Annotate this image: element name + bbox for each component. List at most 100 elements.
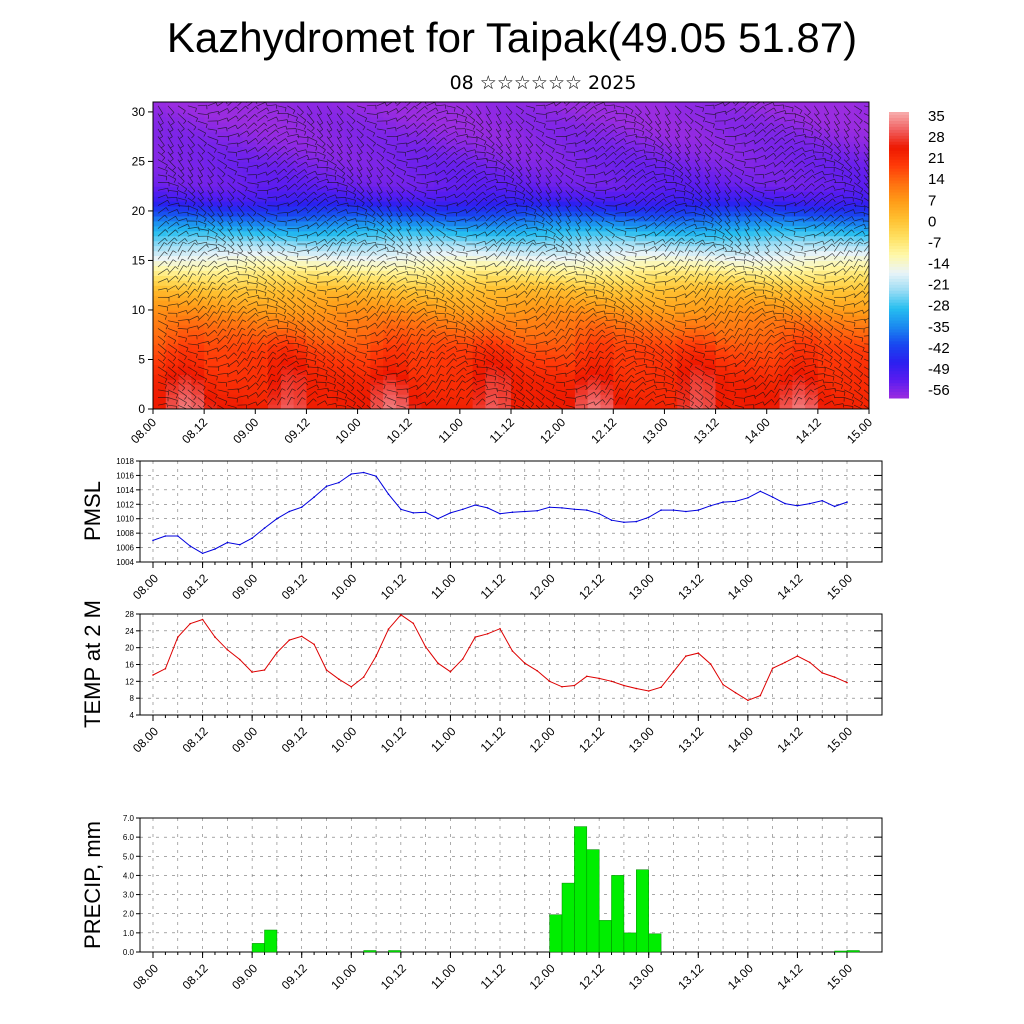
heatmap-cell bbox=[344, 220, 359, 227]
heatmap-cell bbox=[395, 309, 410, 316]
heatmap-cell bbox=[690, 121, 704, 128]
heatmap-cell bbox=[626, 215, 640, 222]
heatmap-cell bbox=[306, 334, 320, 341]
wind-barb bbox=[336, 404, 346, 407]
heatmap-cell bbox=[523, 300, 538, 306]
heatmap-cell bbox=[306, 161, 320, 167]
heatmap-cell bbox=[574, 171, 589, 177]
heatmap-cell bbox=[511, 131, 525, 138]
heatmap-cell bbox=[523, 196, 538, 202]
wind-barb bbox=[167, 358, 176, 366]
heatmap-cell bbox=[651, 220, 666, 227]
heatmap-cell bbox=[395, 191, 410, 197]
wind-barb-flag bbox=[424, 401, 427, 406]
heatmap-cell bbox=[408, 196, 423, 202]
heatmap-cell bbox=[677, 102, 691, 108]
heatmap-cell bbox=[191, 319, 205, 326]
heatmap-cell bbox=[204, 210, 218, 217]
wind-barb bbox=[456, 360, 466, 368]
heatmap-cell bbox=[523, 106, 538, 113]
wind-barb-flag bbox=[410, 327, 415, 331]
heatmap-cell bbox=[204, 260, 218, 266]
heatmap-cell bbox=[523, 146, 538, 153]
heatmap-cell bbox=[664, 250, 678, 257]
wind-barb bbox=[446, 379, 452, 390]
heatmap-cell bbox=[549, 354, 563, 361]
heatmap-cell bbox=[715, 235, 729, 242]
heatmap-cell bbox=[536, 191, 550, 197]
heatmap-cell bbox=[293, 364, 308, 370]
wind-barb bbox=[664, 374, 675, 380]
heatmap-cell bbox=[191, 146, 205, 153]
heatmap-cell bbox=[383, 404, 397, 409]
heatmap-cell bbox=[434, 374, 448, 380]
heatmap-cell bbox=[459, 339, 474, 346]
heatmap-cell bbox=[459, 191, 474, 197]
heatmap-cell bbox=[242, 131, 256, 138]
wind-barb-flag bbox=[689, 387, 693, 392]
heatmap-cell bbox=[613, 334, 627, 341]
heatmap-cell bbox=[332, 166, 346, 172]
wind-barb-flag bbox=[216, 376, 218, 381]
heatmap-cell bbox=[664, 111, 678, 118]
wind-barb-flag bbox=[421, 328, 425, 332]
wind-barb-flag bbox=[734, 392, 736, 397]
heatmap-cell bbox=[344, 399, 359, 405]
heatmap-cell bbox=[357, 161, 371, 167]
heatmap-cell bbox=[651, 349, 666, 356]
wind-barb bbox=[684, 366, 694, 374]
wind-barb-flag bbox=[353, 396, 357, 400]
heatmap-cell bbox=[242, 275, 256, 281]
heatmap-cell bbox=[383, 106, 397, 113]
heatmap-cell bbox=[651, 314, 666, 321]
heatmap-cell bbox=[153, 161, 167, 167]
wind-barb-flag bbox=[451, 379, 456, 383]
wind-barb-flag bbox=[610, 365, 614, 368]
heatmap-cell bbox=[178, 116, 192, 123]
heatmap-cell bbox=[702, 121, 717, 128]
wind-barb-flag bbox=[351, 387, 355, 392]
wind-barb bbox=[555, 372, 566, 375]
wind-barb-flag bbox=[205, 322, 209, 327]
heatmap-cell bbox=[817, 196, 832, 202]
heatmap-cell bbox=[191, 121, 205, 128]
heatmap-cell bbox=[242, 205, 256, 212]
heatmap-cell bbox=[268, 166, 282, 172]
wind-barb bbox=[555, 397, 566, 402]
heatmap-cell bbox=[753, 314, 768, 321]
heatmap-cell bbox=[830, 240, 845, 247]
heatmap-cell bbox=[357, 280, 371, 286]
heatmap-cell bbox=[843, 210, 857, 217]
heatmap-cell bbox=[805, 205, 819, 212]
heatmap-cell bbox=[293, 151, 308, 158]
wind-barb bbox=[655, 393, 665, 398]
heatmap-cell bbox=[779, 300, 793, 306]
wind-barb-flag bbox=[860, 402, 863, 407]
heatmap-cell bbox=[498, 314, 512, 321]
heatmap-cell bbox=[536, 215, 550, 222]
heatmap-cell bbox=[677, 181, 691, 187]
wind-barb-flag bbox=[771, 334, 775, 338]
heatmap-cell bbox=[574, 280, 589, 286]
wind-barb bbox=[794, 380, 801, 390]
heatmap-cell bbox=[766, 191, 781, 197]
heatmap-cell bbox=[741, 106, 755, 113]
wind-barb bbox=[466, 343, 477, 348]
wind-barb bbox=[267, 379, 273, 390]
heatmap-cell bbox=[677, 250, 691, 257]
heatmap-cell bbox=[638, 205, 653, 212]
heatmap-cell bbox=[293, 176, 308, 182]
heatmap-cell bbox=[856, 374, 869, 380]
heatmap-cell bbox=[626, 111, 640, 118]
heatmap-cell bbox=[536, 404, 550, 409]
heatmap-cell bbox=[447, 399, 461, 405]
heatmap-cell bbox=[408, 344, 423, 351]
heatmap-cell bbox=[523, 399, 538, 405]
wind-barb bbox=[356, 343, 368, 346]
wind-barb-flag bbox=[748, 327, 753, 331]
heatmap-cell bbox=[268, 369, 282, 375]
heatmap-cell bbox=[677, 260, 691, 266]
wind-barb-flag bbox=[861, 337, 864, 342]
heatmap-cell bbox=[587, 205, 602, 212]
wind-barb-flag bbox=[282, 366, 287, 369]
